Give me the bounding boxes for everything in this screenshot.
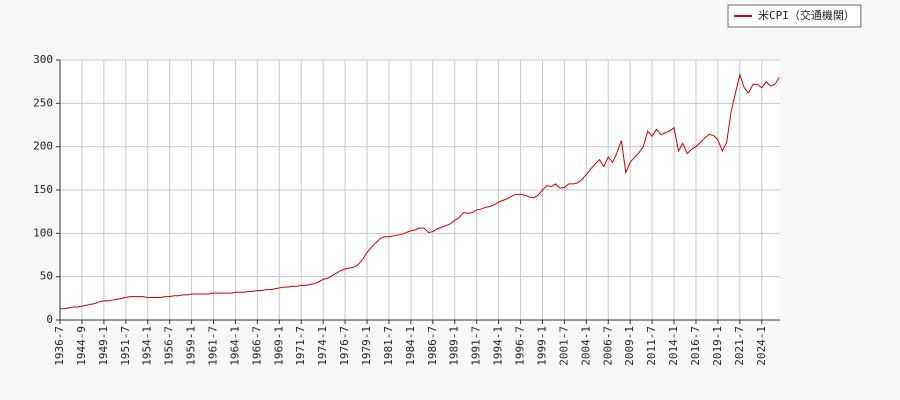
data-line <box>60 72 780 310</box>
x-tick-label: 1961-7 <box>207 326 220 366</box>
x-tick-label: 1989-1 <box>448 326 461 366</box>
x-tick-label: 1969-1 <box>272 326 285 366</box>
legend-box <box>727 4 862 28</box>
x-tick-label: 1979-1 <box>360 326 373 366</box>
x-tick-label: 1991-7 <box>470 326 483 366</box>
y-tick-label: 300 <box>33 53 53 66</box>
x-tick-label: 1951-7 <box>119 326 132 366</box>
x-tick-label: 2024-1 <box>755 326 768 366</box>
x-tick-label: 1986-7 <box>426 326 439 366</box>
x-tick-label: 2004-1 <box>579 326 592 366</box>
y-tick-label: 50 <box>40 270 53 283</box>
x-tick-label: 2001-7 <box>557 326 570 366</box>
y-tick-label: 100 <box>33 226 53 239</box>
y-tick-label: 0 <box>46 313 53 326</box>
x-tick-label: 1994-1 <box>492 326 505 366</box>
x-tick-label: 2009-1 <box>623 326 636 366</box>
x-tick-label: 1974-1 <box>316 326 329 366</box>
x-tick-label: 1964-1 <box>228 326 241 366</box>
x-tick-label: 1936-7 <box>53 326 66 366</box>
x-tick-label: 1971-7 <box>294 326 307 366</box>
x-tick-label: 1981-7 <box>382 326 395 366</box>
x-tick-label: 1966-7 <box>250 326 263 366</box>
x-tick-label: 1944-9 <box>75 326 88 366</box>
x-tick-label: 1949-1 <box>97 326 110 366</box>
y-tick-label: 250 <box>33 96 53 109</box>
x-tick-label: 2016-7 <box>689 326 702 366</box>
legend-label: 米CPI（交通機関） <box>758 8 855 22</box>
x-tick-label: 1956-7 <box>163 326 176 366</box>
x-tick-label: 1999-1 <box>535 326 548 366</box>
x-tick-label: 2006-7 <box>601 326 614 366</box>
x-tick-label: 2019-1 <box>711 326 724 366</box>
x-tick-label: 1984-1 <box>404 326 417 366</box>
x-tick-label: 2021-7 <box>733 326 746 366</box>
x-tick-label: 2014-1 <box>667 326 680 366</box>
x-tick-label: 1959-1 <box>185 326 198 366</box>
y-tick-label: 200 <box>33 140 53 153</box>
x-tick-label: 1976-7 <box>338 326 351 366</box>
x-tick-label: 2011-7 <box>645 326 658 366</box>
y-tick-label: 150 <box>33 183 53 196</box>
x-tick-label: 1996-7 <box>514 326 527 366</box>
x-tick-label: 1954-1 <box>141 326 154 366</box>
